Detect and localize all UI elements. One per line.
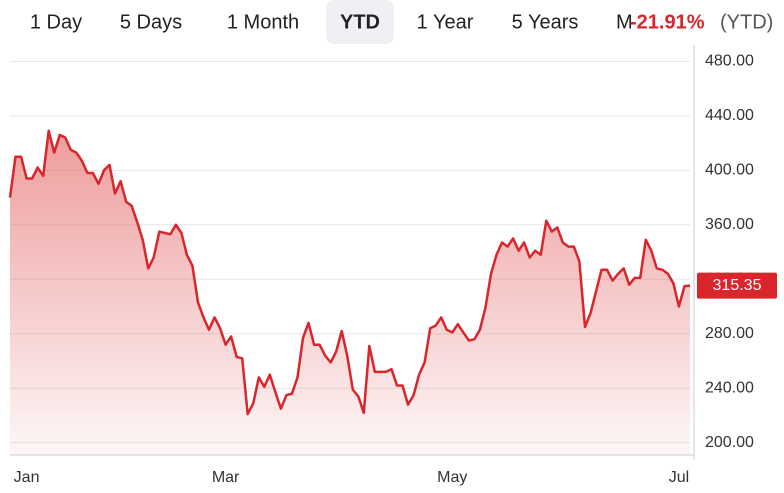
tab[interactable]: 5 Days <box>120 11 182 33</box>
y-tick-label: 280.00 <box>705 325 754 342</box>
y-tick-label: 400.00 <box>705 162 754 179</box>
y-tick-label: 480.00 <box>705 53 754 70</box>
y-tick-label: 200.00 <box>705 434 754 451</box>
tab[interactable]: 1 Day <box>30 11 82 33</box>
x-tick-label: Mar <box>212 469 240 486</box>
tab[interactable]: YTD <box>340 11 380 33</box>
x-tick-label: Jul <box>669 469 689 486</box>
area-fill <box>10 130 690 456</box>
x-tick-label: May <box>437 469 467 486</box>
x-tick-label: Jan <box>14 469 40 486</box>
tab[interactable]: 1 Month <box>227 11 299 33</box>
tab[interactable]: 5 Years <box>512 11 579 33</box>
tab[interactable]: 1 Year <box>417 11 474 33</box>
y-tick-label: 440.00 <box>705 107 754 124</box>
change-value: -21.91% <box>630 11 705 33</box>
tab-max[interactable]: M <box>616 11 633 33</box>
last-price-label: 315.35 <box>713 277 762 294</box>
change-period: (YTD) <box>720 11 773 33</box>
y-tick-label: 240.00 <box>705 379 754 396</box>
last-price-box <box>697 272 777 299</box>
tab-active-bg <box>326 0 394 44</box>
price-line <box>8 129 691 416</box>
y-tick-label: 360.00 <box>705 216 754 233</box>
